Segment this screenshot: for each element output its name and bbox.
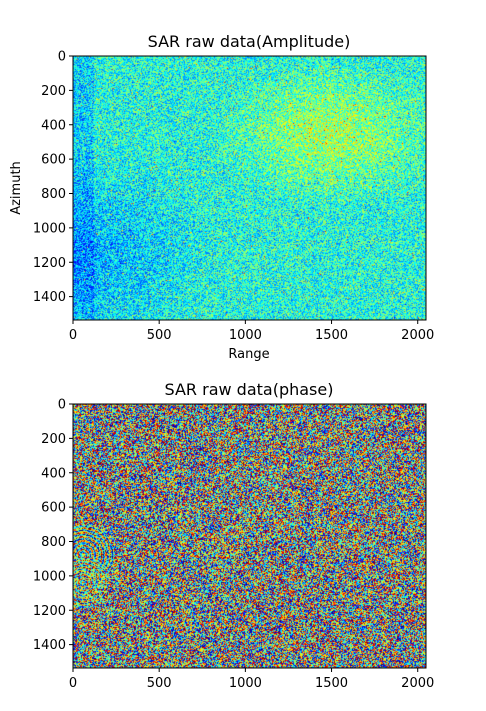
amplitude-panel: SAR raw data(Amplitude) 0 500 1000 1500 2000… [9, 32, 434, 362]
y-tick-label: 600 [41, 501, 66, 516]
phase-axes-frame [72, 403, 427, 669]
y-tick-label: 800 [41, 187, 66, 202]
phase-title: SAR raw data(phase) [165, 380, 334, 399]
y-tick-label: 200 [41, 84, 66, 99]
x-tick-label: 1000 [229, 676, 262, 691]
x-tick-label: 500 [147, 676, 172, 691]
y-tick-label: 600 [41, 153, 66, 168]
x-tick-label: 0 [69, 676, 77, 691]
x-tick-label: 1500 [315, 676, 348, 691]
y-tick-label: 0 [58, 50, 66, 65]
y-tick-label: 1400 [33, 638, 66, 653]
y-tick-label: 1200 [33, 256, 66, 271]
amplitude-heatmap [73, 56, 426, 320]
y-tick-label: 1000 [33, 221, 66, 236]
y-tick-label: 1400 [33, 290, 66, 305]
y-tick-label: 400 [41, 466, 66, 481]
y-tick-label: 200 [41, 432, 66, 447]
y-tick-label: 800 [41, 535, 66, 550]
x-tick-label: 1000 [229, 328, 262, 343]
x-tick-label: 2000 [401, 328, 434, 343]
x-tick-label: 0 [69, 328, 77, 343]
y-tick-label: 0 [58, 398, 66, 413]
amplitude-title: SAR raw data(Amplitude) [148, 32, 351, 51]
x-tick-label: 1500 [315, 328, 348, 343]
amplitude-axes-frame [72, 55, 427, 321]
y-tick-label: 400 [41, 118, 66, 133]
phase-heatmap [73, 404, 426, 668]
y-tick-label: 1000 [33, 569, 66, 584]
phase-panel: SAR raw data(phase) 0 500 1000 1500 2000 0 20… [33, 380, 434, 691]
x-tick-label: 2000 [401, 676, 434, 691]
amplitude-ylabel: Azimuth [9, 161, 24, 215]
amplitude-xlabel: Range [228, 347, 269, 362]
y-tick-label: 1200 [33, 604, 66, 619]
x-tick-label: 500 [147, 328, 172, 343]
